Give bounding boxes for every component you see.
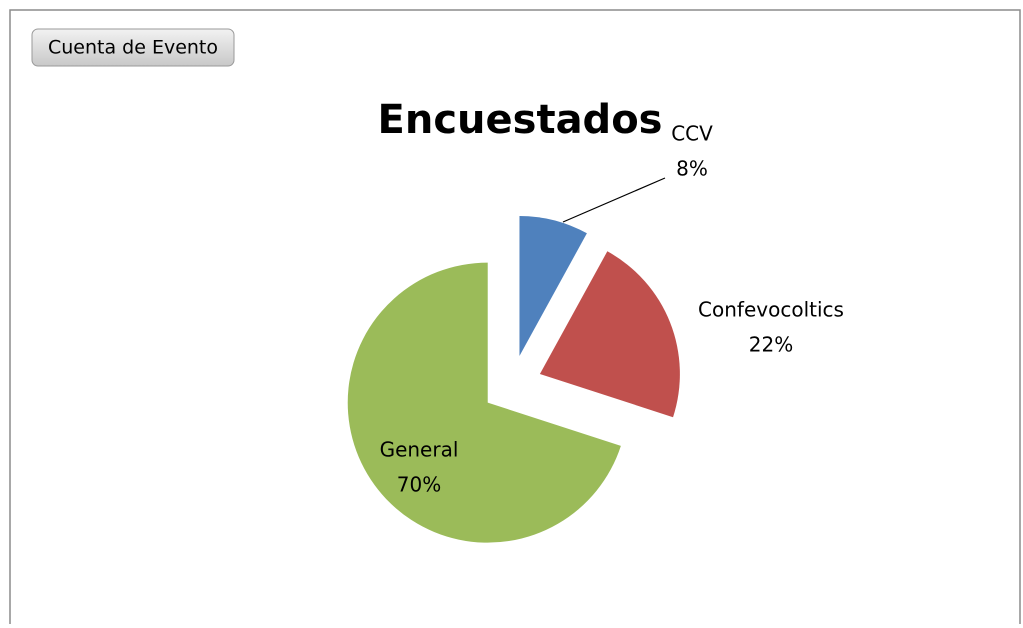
slice-value-label: 8%	[676, 157, 708, 181]
pie-slice	[539, 251, 680, 418]
pie-slice	[347, 262, 621, 543]
button-body[interactable]	[31, 28, 235, 67]
leader-line	[562, 177, 666, 223]
field-button[interactable]: Cuenta de Evento	[31, 28, 235, 67]
slice-category-label: CCV	[671, 122, 713, 146]
button-label[interactable]: Cuenta de Evento	[48, 37, 218, 59]
chart-title: Encuestados	[378, 97, 663, 143]
slice-value-label: 22%	[749, 333, 793, 357]
chart-frame	[9, 9, 1021, 624]
pie-slice	[519, 215, 587, 356]
slice-category-label: General	[380, 438, 459, 462]
slice-category-label: Confevocoltics	[698, 298, 844, 322]
slice-value-label: 70%	[397, 473, 441, 497]
